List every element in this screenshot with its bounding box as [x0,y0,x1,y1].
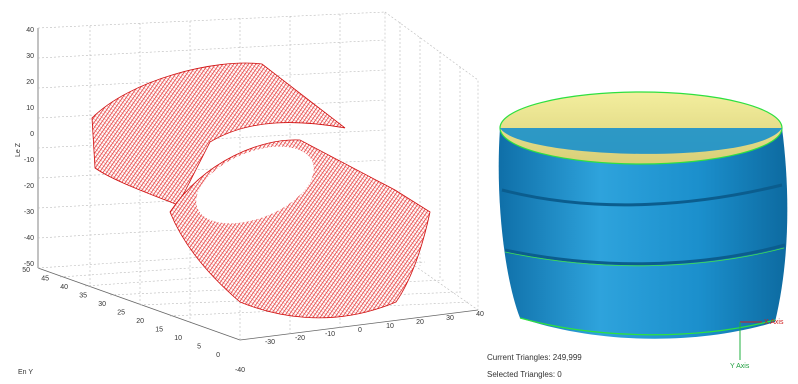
y-tick-label: 5 [197,343,201,350]
y-tick-label: 20 [136,318,144,325]
z-tick-label: -40 [24,235,34,242]
x-tick-label: 40 [476,311,484,318]
z-tick-label: -30 [24,209,34,216]
status-line: Current Triangles: 249,999 [487,353,582,362]
z-tick-label: 30 [26,53,34,60]
y-tick-label: 15 [155,326,163,333]
z-tick-label: 0 [30,131,34,138]
figure: Le Z En Y 403020100-10-20-30-40-50504540… [0,0,798,384]
z-tick-label: -10 [24,157,34,164]
z-tick-label: 10 [26,105,34,112]
y-tick-label: 30 [98,301,106,308]
y-tick-label: 50 [22,267,30,274]
z-tick-label: -20 [24,183,34,190]
x-tick-label: 20 [416,319,424,326]
x-tick-label: -20 [295,335,305,342]
y-tick-label: 10 [174,335,182,342]
y-axis-label: En Y [18,369,33,376]
y-tick-label: 0 [216,352,220,359]
status-line: Selected Triangles: 0 [487,370,562,379]
x-tick-label: 30 [446,315,454,322]
x-tick-label: -10 [325,331,335,338]
y-tick-label: 45 [41,275,49,282]
x-tick-label: -30 [265,339,275,346]
y-tick-label: 35 [79,292,87,299]
z-axis-label: Le Z [15,142,22,157]
y-tick-label: 40 [60,284,68,291]
x-tick-label: -40 [235,367,245,374]
x-tick-label: 0 [358,327,362,334]
x-tick-label: 10 [386,323,394,330]
y-tick-label: 25 [117,309,125,316]
y-axis-label: Y Axis [730,363,750,370]
x-axis-label: X Axis [764,319,784,326]
z-tick-label: 40 [26,27,34,34]
plot-3d: Le Z En Y 403020100-10-20-30-40-50504540… [15,12,484,376]
z-tick-label: 20 [26,79,34,86]
render-view: Current Triangles: 249,999 Selected Tria… [487,92,787,379]
